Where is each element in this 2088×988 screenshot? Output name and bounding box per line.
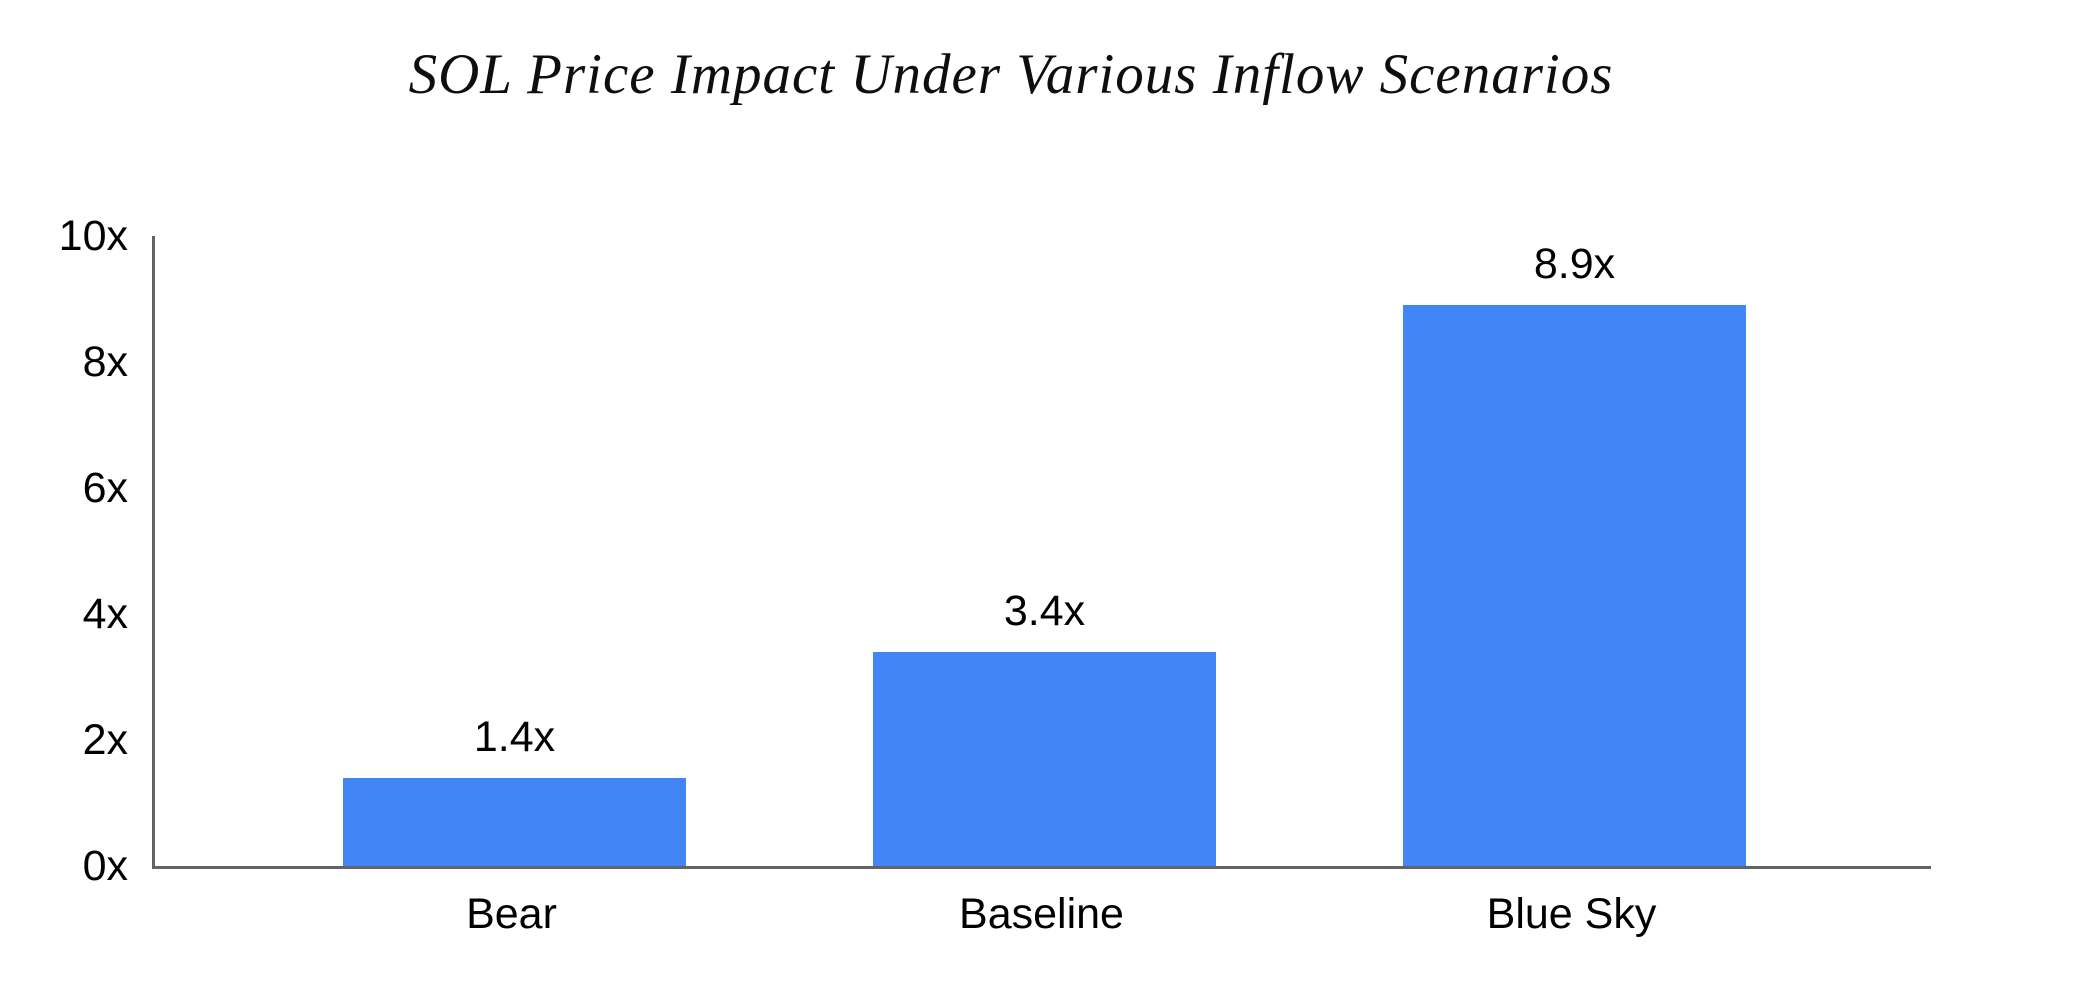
y-axis-tick-label-6x: 6x [82,464,128,512]
bar-group-blue-sky: 8.9x [1403,240,1746,866]
bar-value-label-blue-sky: 8.9x [1533,240,1616,289]
x-axis-category-label-bear: Bear [466,890,557,938]
y-axis-tick-label-0x: 0x [82,842,128,890]
bar-value-label-baseline: 3.4x [1003,586,1086,635]
y-axis-tick-label-8x: 8x [82,338,128,386]
bar-bear [343,777,686,866]
y-axis-tick-label-2x: 2x [82,716,128,764]
bar-value-label-bear: 1.4x [473,712,556,761]
y-axis-tick-label-4x: 4x [82,590,128,638]
bar-group-baseline: 3.4x [873,587,1216,866]
bar-group-bear: 1.4x [343,713,686,866]
chart-title: SOL Price Impact Under Various Inflow Sc… [408,43,1614,106]
y-axis-tick-label-10x: 10x [58,212,128,260]
x-axis-category-label-blue-sky: Blue Sky [1486,890,1657,938]
bar-blue-sky [1403,305,1746,866]
plot-area: 1.4x 3.4x 8.9x [152,236,1931,869]
x-axis-category-label-baseline: Baseline [959,890,1124,938]
bar-baseline [873,651,1216,866]
